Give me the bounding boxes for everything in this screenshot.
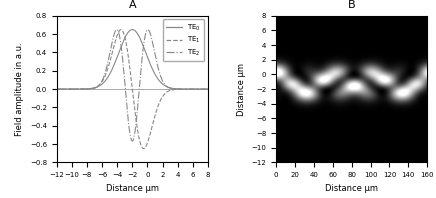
X-axis label: Distance μm: Distance μm xyxy=(325,184,378,193)
Y-axis label: Distance μm: Distance μm xyxy=(237,63,246,116)
Title: A: A xyxy=(129,0,136,10)
X-axis label: Distance μm: Distance μm xyxy=(106,184,159,193)
Y-axis label: Field amplitude in a.u.: Field amplitude in a.u. xyxy=(15,42,24,136)
Legend: TE$_0$, TE$_1$, TE$_2$: TE$_0$, TE$_1$, TE$_2$ xyxy=(163,19,204,61)
Title: B: B xyxy=(348,0,355,10)
